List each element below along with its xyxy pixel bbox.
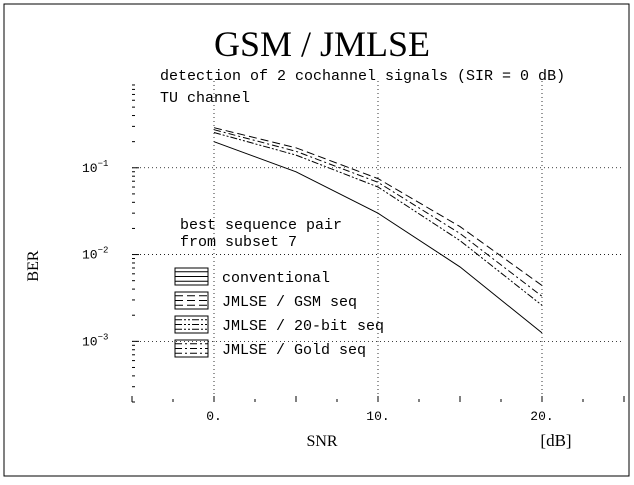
legend-label: JMLSE / GSM seq [222,294,357,311]
annotation-line-2: from subset 7 [180,234,297,251]
x-tick-label: 20. [530,409,553,424]
x-tick-label: 10. [366,409,389,424]
annotation-line-1: best sequence pair [180,217,342,234]
legend-item-0: conventional [174,267,330,287]
legend-item-3: JMLSE / Gold seq [174,339,366,359]
series-line-1 [213,127,543,286]
axis-ticks [131,84,625,403]
chart-title: GSM / JMLSE [214,24,430,64]
series-line-2 [213,132,543,306]
legend-label: JMLSE / Gold seq [222,342,366,359]
legend-item-2: JMLSE / 20-bit seq [174,315,384,335]
y-tick-label: 10−2 [82,246,108,263]
legend-item-1: JMLSE / GSM seq [174,291,357,311]
chart-subtitle-line-2: TU channel [160,90,250,107]
y-tick-label: 10−3 [82,332,108,349]
x-tick-label: 0. [206,409,222,424]
figure-border [3,3,630,477]
grid-lines [132,81,624,402]
y-axis-label: BER [25,250,42,281]
chart-subtitle-line-1: detection of 2 cochannel signals (SIR = … [160,68,565,85]
x-axis-unit: [dB] [540,431,571,450]
series-lines [213,127,543,334]
tick-labels: 0. 10. 20. 10−1 10−2 10−3 [82,159,554,424]
y-tick-label: 10−1 [82,159,108,176]
series-line-3 [213,129,543,297]
series-line-0 [213,141,543,334]
x-axis-label: SNR [306,433,337,450]
legend-label: conventional [222,270,330,287]
legend: conventional JMLSE / GSM seq JMLSE / 20-bi… [174,267,384,359]
legend-label: JMLSE / 20-bit seq [222,318,384,335]
